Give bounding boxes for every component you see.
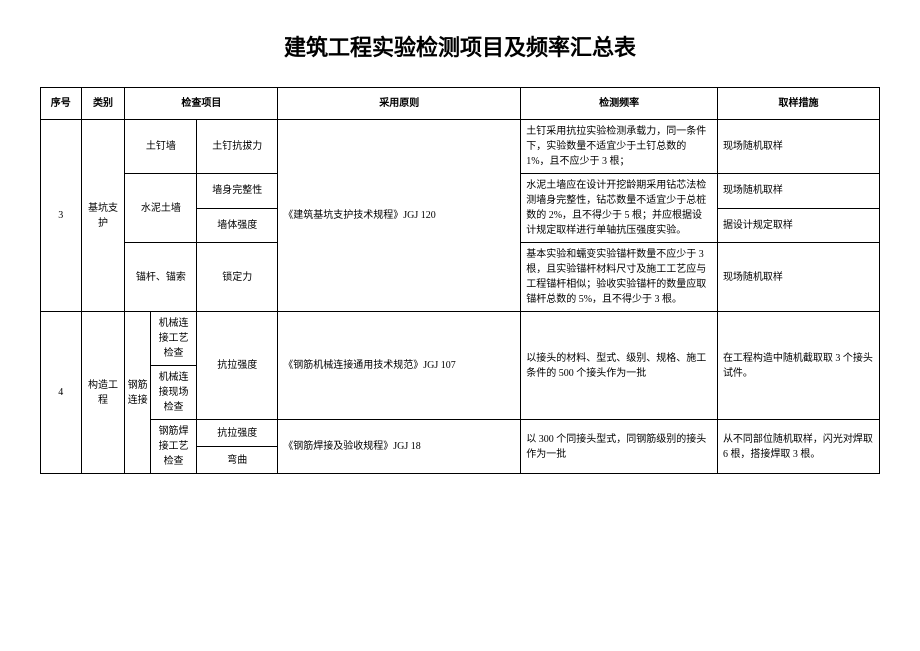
cell-freq: 以接头的材料、型式、级别、规格、施工条件的 500 个接头作为一批: [521, 312, 718, 420]
header-sample: 取样措施: [717, 88, 879, 120]
cell-seq: 3: [41, 120, 82, 312]
cell-freq: 土钉采用抗拉实验检测承载力，同一条件下，实验数量不适宜少于土钉总数的 1%，且不…: [521, 120, 718, 174]
header-check: 检查项目: [125, 88, 278, 120]
cell-check: 抗拉强度: [197, 420, 278, 447]
cell-check: 锚杆、锚索: [125, 243, 197, 312]
table-row: 3 基坑支护 土钉墙 土钉抗拔力 《建筑基坑支护技术规程》JGJ 120 土钉采…: [41, 120, 880, 174]
cell-sample: 据设计规定取样: [717, 208, 879, 243]
cell-freq: 水泥土墙应在设计开挖龄期采用钻芯法检测墙身完整性，钻芯数量不适宜少于总桩数的 2…: [521, 174, 718, 243]
cell-freq: 以 300 个同接头型式，同钢筋级别的接头作为一批: [521, 420, 718, 474]
cell-check: 墙身完整性: [197, 174, 278, 209]
cell-standard: 《建筑基坑支护技术规程》JGJ 120: [278, 120, 521, 312]
cell-check: 钢筋焊接工艺检查: [150, 420, 196, 474]
table-row: 4 构造工程 钢筋连接 机械连接工艺检查 抗拉强度 《钢筋机械连接通用技术规范》…: [41, 312, 880, 366]
cell-check: 墙体强度: [197, 208, 278, 243]
cell-category: 基坑支护: [81, 120, 125, 312]
main-table: 序号 类别 检查项目 采用原则 检测频率 取样措施 3 基坑支护 土钉墙 土钉抗…: [40, 87, 880, 474]
cell-check: 弯曲: [197, 447, 278, 474]
cell-check: 土钉墙: [125, 120, 197, 174]
cell-category: 构造工程: [81, 312, 125, 474]
cell-standard: 《钢筋焊接及验收规程》JGJ 18: [278, 420, 521, 474]
cell-check: 水泥土墙: [125, 174, 197, 243]
cell-check: 机械连接工艺检查: [150, 312, 196, 366]
cell-freq: 基本实验和蠕变实验锚杆数量不应少于 3 根，且实验锚杆材料尺寸及施工工艺应与工程…: [521, 243, 718, 312]
cell-sample: 现场随机取样: [717, 120, 879, 174]
header-category: 类别: [81, 88, 125, 120]
cell-check: 土钉抗拔力: [197, 120, 278, 174]
header-seq: 序号: [41, 88, 82, 120]
header-standard: 采用原则: [278, 88, 521, 120]
cell-standard: 《钢筋机械连接通用技术规范》JGJ 107: [278, 312, 521, 420]
header-row: 序号 类别 检查项目 采用原则 检测频率 取样措施: [41, 88, 880, 120]
cell-group: 钢筋连接: [125, 312, 150, 474]
header-freq: 检测频率: [521, 88, 718, 120]
cell-check: 机械连接现场检查: [150, 366, 196, 420]
cell-sample: 现场随机取样: [717, 174, 879, 209]
table-row: 钢筋焊接工艺检查 抗拉强度 《钢筋焊接及验收规程》JGJ 18 以 300 个同…: [41, 420, 880, 447]
cell-sample: 从不同部位随机取样，闪光对焊取 6 根，搭接焊取 3 根。: [717, 420, 879, 474]
cell-sample: 现场随机取样: [717, 243, 879, 312]
cell-seq: 4: [41, 312, 82, 474]
cell-check: 抗拉强度: [197, 312, 278, 420]
cell-check: 锁定力: [197, 243, 278, 312]
page-title: 建筑工程实验检测项目及频率汇总表: [40, 30, 880, 62]
cell-sample: 在工程构造中随机截取取 3 个接头试件。: [717, 312, 879, 420]
